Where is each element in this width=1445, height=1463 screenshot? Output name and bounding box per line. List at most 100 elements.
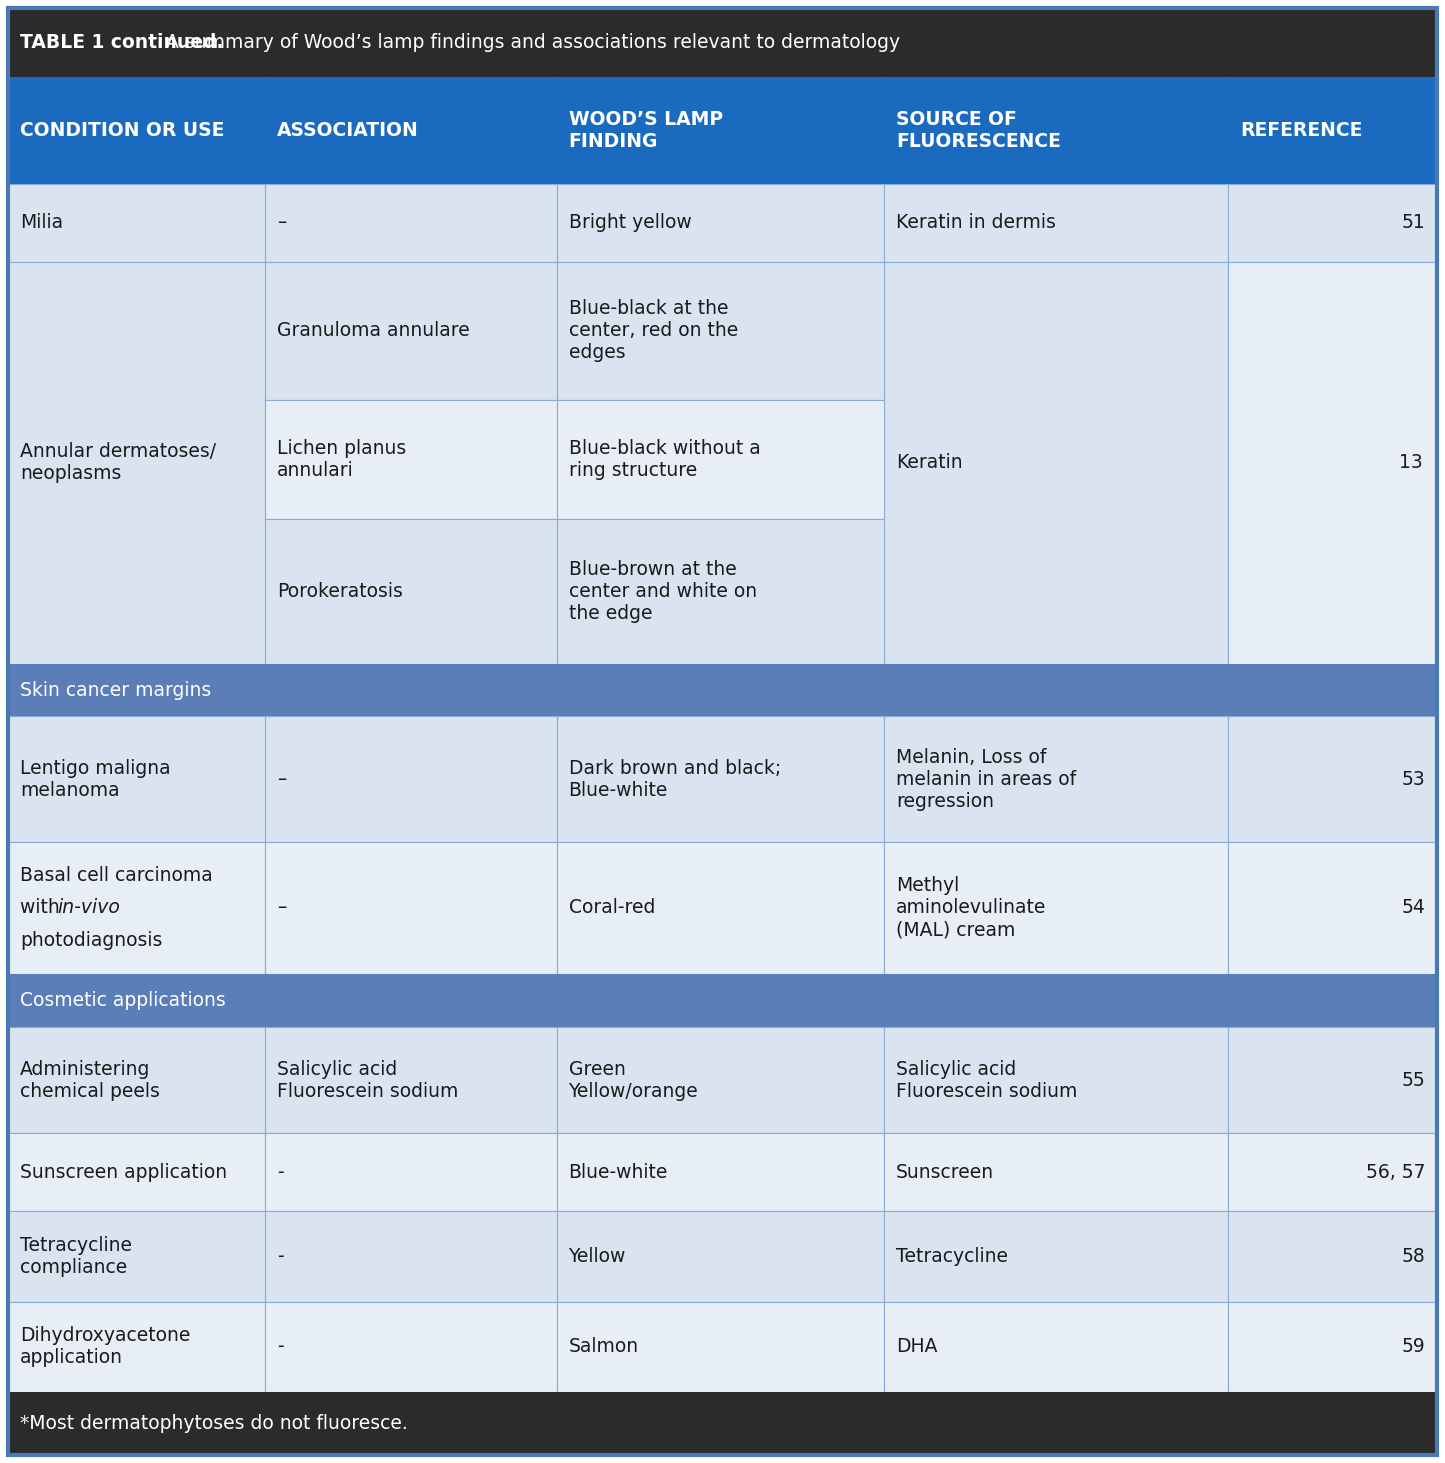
Bar [9, 262, 266, 664]
Text: Annular dermatoses/
neoplasms: Annular dermatoses/ neoplasms [20, 442, 217, 483]
Bar [266, 843, 556, 974]
Text: Blue-black at the
center, red on the
edges: Blue-black at the center, red on the edg… [568, 300, 738, 363]
Text: Melanin, Loss of
melanin in areas of
regression: Melanin, Loss of melanin in areas of reg… [896, 748, 1077, 811]
Text: –: – [277, 898, 286, 917]
Text: Methyl
aminolevulinate
(MAL) cream: Methyl aminolevulinate (MAL) cream [896, 876, 1046, 939]
Text: Blue-brown at the
center and white on
the edge: Blue-brown at the center and white on th… [568, 560, 757, 623]
Bar [884, 78, 1228, 184]
Bar [266, 1134, 556, 1211]
Text: Sunscreen application: Sunscreen application [20, 1163, 227, 1182]
Bar [266, 78, 556, 184]
Text: Administering
chemical peels: Administering chemical peels [20, 1059, 160, 1100]
Bar [556, 262, 884, 399]
Bar [9, 184, 266, 262]
Text: photodiagnosis: photodiagnosis [20, 932, 162, 951]
Text: Keratin in dermis: Keratin in dermis [896, 214, 1056, 233]
Text: 54: 54 [1402, 898, 1425, 917]
Bar [9, 717, 266, 843]
Text: Lentigo maligna
melanoma: Lentigo maligna melanoma [20, 759, 171, 800]
Text: with: with [20, 898, 66, 917]
Bar [9, 7, 1436, 78]
Bar [1228, 184, 1436, 262]
Text: DHA: DHA [896, 1337, 938, 1356]
Text: Skin cancer margins: Skin cancer margins [20, 680, 211, 699]
Text: Lichen planus
annulari: Lichen planus annulari [277, 439, 406, 480]
Text: –: – [277, 214, 286, 233]
Bar [556, 184, 884, 262]
Bar [9, 1134, 266, 1211]
Bar [884, 1211, 1228, 1302]
Text: Blue-white: Blue-white [568, 1163, 668, 1182]
Bar [266, 184, 556, 262]
Text: Keratin: Keratin [896, 454, 962, 473]
Text: 53: 53 [1402, 770, 1425, 789]
Text: Basal cell carcinoma: Basal cell carcinoma [20, 866, 212, 885]
Bar [1228, 1027, 1436, 1134]
Bar [9, 1302, 266, 1393]
Text: 51: 51 [1402, 214, 1425, 233]
Text: *Most dermatophytoses do not fluoresce.: *Most dermatophytoses do not fluoresce. [20, 1415, 407, 1434]
Text: Blue-black without a
ring structure: Blue-black without a ring structure [568, 439, 760, 480]
Text: Porokeratosis: Porokeratosis [277, 582, 403, 601]
Text: REFERENCE: REFERENCE [1240, 121, 1363, 140]
Bar [556, 519, 884, 664]
Bar [266, 399, 556, 519]
Bar [1228, 262, 1436, 664]
Text: TABLE 1 continued.: TABLE 1 continued. [20, 34, 224, 53]
Bar [266, 519, 556, 664]
Text: 59: 59 [1402, 1337, 1425, 1356]
Bar [1228, 843, 1436, 974]
Bar [556, 1027, 884, 1134]
Bar [9, 974, 1436, 1027]
Text: -: - [277, 1337, 285, 1356]
Text: Cosmetic applications: Cosmetic applications [20, 990, 225, 1009]
Text: -: - [277, 1163, 285, 1182]
Text: WOOD’S LAMP
FINDING: WOOD’S LAMP FINDING [568, 110, 722, 151]
Bar [9, 664, 1436, 717]
Bar [884, 717, 1228, 843]
Text: CONDITION OR USE: CONDITION OR USE [20, 121, 224, 140]
Text: Green
Yellow/orange: Green Yellow/orange [568, 1059, 698, 1100]
Text: -: - [277, 1246, 285, 1265]
Bar [884, 1027, 1228, 1134]
Bar [1228, 78, 1436, 184]
Text: 58: 58 [1402, 1246, 1425, 1265]
Bar [556, 1211, 884, 1302]
Text: Coral-red: Coral-red [568, 898, 655, 917]
Text: –: – [277, 770, 286, 789]
Bar [884, 843, 1228, 974]
Text: in-vivo: in-vivo [56, 898, 120, 917]
Bar [884, 184, 1228, 262]
Text: 13: 13 [1399, 454, 1423, 473]
Bar [1228, 1302, 1436, 1393]
Bar [1228, 1211, 1436, 1302]
Bar [556, 78, 884, 184]
Text: 56, 57: 56, 57 [1366, 1163, 1425, 1182]
Text: Sunscreen: Sunscreen [896, 1163, 994, 1182]
Bar [884, 1134, 1228, 1211]
Bar [9, 1027, 266, 1134]
Bar [9, 1211, 266, 1302]
Bar [1228, 1134, 1436, 1211]
Text: Salicylic acid
Fluorescein sodium: Salicylic acid Fluorescein sodium [896, 1059, 1078, 1100]
Text: Salmon: Salmon [568, 1337, 639, 1356]
Text: Bright yellow: Bright yellow [568, 214, 691, 233]
Text: Milia: Milia [20, 214, 64, 233]
Bar [556, 1302, 884, 1393]
Text: Yellow: Yellow [568, 1246, 626, 1265]
Bar [266, 717, 556, 843]
Text: Dihydroxyacetone
application: Dihydroxyacetone application [20, 1327, 191, 1368]
Bar [556, 843, 884, 974]
Bar [266, 262, 556, 399]
Text: Tetracycline: Tetracycline [896, 1246, 1009, 1265]
Bar [266, 1027, 556, 1134]
Bar [1228, 717, 1436, 843]
Text: Salicylic acid
Fluorescein sodium: Salicylic acid Fluorescein sodium [277, 1059, 458, 1100]
Bar [556, 717, 884, 843]
Text: Granuloma annulare: Granuloma annulare [277, 322, 470, 341]
Bar [556, 399, 884, 519]
Bar [266, 1211, 556, 1302]
Bar [266, 1302, 556, 1393]
Text: Tetracycline
compliance: Tetracycline compliance [20, 1236, 131, 1277]
Text: ASSOCIATION: ASSOCIATION [277, 121, 419, 140]
